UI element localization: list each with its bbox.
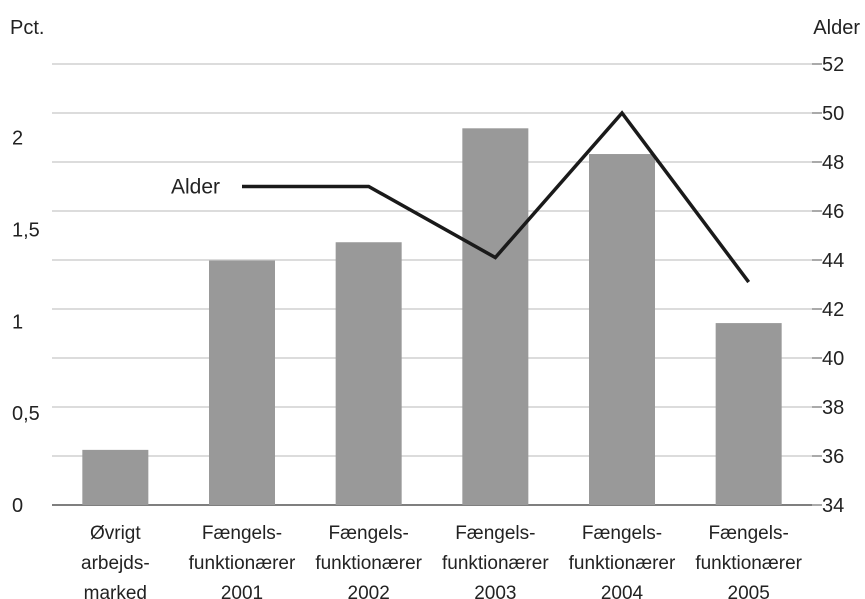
category-label: arbejds- (81, 553, 150, 574)
right-tick-label: 42 (822, 299, 844, 321)
left-tick-label: 1,5 (12, 219, 40, 241)
category-label: marked (84, 583, 147, 599)
right-tick-label: 38 (822, 397, 844, 419)
category-label: Fængels- (709, 523, 789, 544)
right-tick-label: 48 (822, 152, 844, 174)
category-label: Fængels- (202, 523, 282, 544)
left-tick-label: 0 (12, 495, 23, 517)
line-series-label: Alder (171, 176, 220, 199)
category-label: Fængels- (455, 523, 535, 544)
left-tick-label: 1 (12, 311, 23, 333)
category-label: Øvrigt (90, 523, 141, 544)
right-tick-label: 46 (822, 201, 844, 223)
bar (335, 242, 402, 506)
right-tick-label: 52 (822, 54, 844, 76)
bar (209, 260, 275, 505)
left-tick-label: 0,5 (12, 403, 40, 425)
category-label: 2003 (474, 583, 516, 599)
category-label: 2004 (601, 583, 644, 599)
bar (462, 128, 529, 505)
category-label: Fængels- (582, 523, 662, 544)
category-labels: Øvrigt arbejds-marked Fængels-funktionærer… (81, 523, 803, 599)
line-series: Alder (171, 110, 751, 284)
bar (589, 154, 655, 505)
bar (82, 449, 149, 505)
right-axis-ticks: 34 36 38 40 42 44 46 48 50 52 (812, 54, 844, 517)
left-tick-label: 2 (12, 128, 23, 150)
category-label: funktionærer (442, 553, 549, 574)
left-axis-title: Pct. (10, 17, 44, 39)
bar (715, 323, 782, 505)
category-label: 2002 (348, 583, 390, 599)
category-label: funktionærer (189, 553, 296, 574)
category-label: funktionærer (315, 553, 422, 574)
category-label: funktionærer (695, 553, 802, 574)
category-label: 2001 (221, 583, 263, 599)
alder-line (242, 110, 751, 284)
right-tick-label: 34 (822, 495, 844, 517)
right-axis-title: Alder (813, 17, 860, 39)
right-tick-label: 50 (822, 103, 844, 125)
left-axis-ticks: 0 0,5 1 1,5 2 (12, 128, 40, 518)
right-tick-label: 40 (822, 348, 844, 370)
category-label: Fængels- (329, 523, 409, 544)
category-label: 2005 (728, 583, 770, 599)
gridlines (52, 63, 812, 506)
category-label: funktionærer (569, 553, 676, 574)
bar-series (82, 128, 782, 506)
right-tick-label: 36 (822, 446, 844, 468)
right-tick-label: 44 (822, 250, 844, 272)
